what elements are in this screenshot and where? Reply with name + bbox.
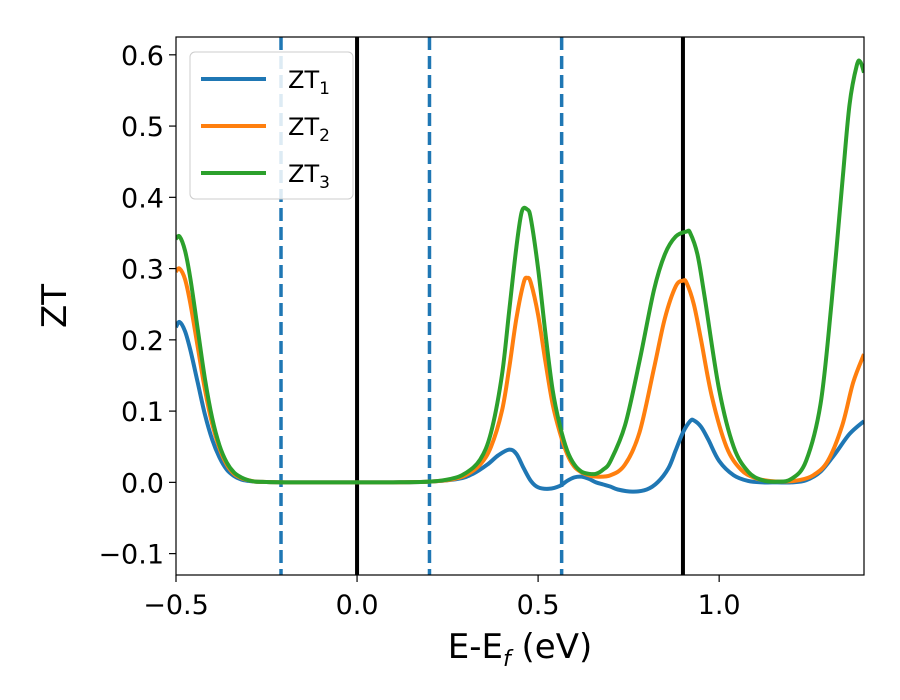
y-tick-label-2: 0.1 [121,397,164,428]
x-axis-label-subscript: f [503,647,514,672]
x-axis-label-main: E-E [448,627,503,667]
x-tick-label-1: 0.0 [336,590,379,621]
plot-frame [175,36,865,576]
y-axis-label: ZT [35,284,75,328]
x-axis-label-unit: (eV) [511,627,593,667]
y-tick-label-4: 0.3 [121,255,164,286]
x-tick-label-0: −0.5 [143,590,209,621]
y-tick-label-5: 0.4 [121,183,164,214]
series-lines [176,58,864,494]
legend: ZT1 ZT2 ZT3 [189,51,354,200]
legend-box [189,51,354,200]
x-axis-ticks: −0.5 0.0 0.5 1.0 [143,575,741,621]
x-tick-label-3: 1.0 [698,590,741,621]
legend-label-zt3: ZT3 [288,160,330,193]
x-axis-label: E-Ef (eV) [448,627,593,672]
y-axis-ticks: −0.1 0.0 0.1 0.2 0.3 0.4 0.5 0.6 [98,41,176,571]
y-tick-label-6: 0.5 [121,112,164,143]
y-tick-label-0: −0.1 [98,540,164,571]
series-line-zt3 [176,58,864,485]
y-tick-label-7: 0.6 [121,41,164,72]
x-tick-label-2: 0.5 [517,590,560,621]
legend-label-zt1: ZT1 [288,66,330,99]
legend-label-zt2: ZT2 [288,113,330,146]
y-tick-label-1: 0.0 [121,468,164,499]
y-tick-label-3: 0.2 [121,326,164,357]
